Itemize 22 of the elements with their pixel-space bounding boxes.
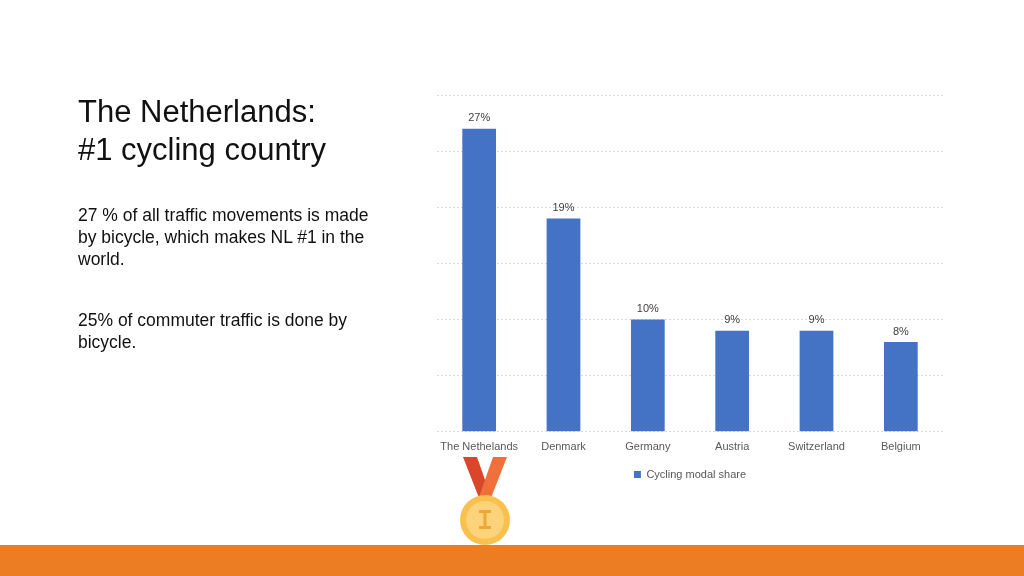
data-label: 19%: [552, 201, 575, 214]
bar: [630, 319, 665, 432]
data-label: 27%: [468, 111, 491, 124]
bar: [462, 128, 497, 432]
data-label: 9%: [808, 313, 825, 326]
data-label: 8%: [892, 324, 909, 337]
x-tick-label: The Nethelands: [440, 440, 519, 453]
data-label: 9%: [724, 313, 741, 326]
text: 27 % of all traffic movements is made by bicycle, which makes NL #1 in the world.: [78, 204, 370, 270]
bar: [715, 330, 750, 432]
bar: [799, 330, 834, 432]
x-tick-label: Denmark: [541, 440, 587, 453]
x-tick-label: Austria: [715, 440, 751, 453]
x-tick-label: Belgium: [880, 440, 921, 453]
bar: [883, 341, 918, 432]
x-tick-label: Switzerland: [788, 440, 845, 453]
x-tick-label: Germany: [625, 440, 671, 453]
legend-label: Cycling modal share: [646, 467, 747, 480]
text: The Netherlands: #1 cycling country: [78, 93, 328, 169]
data-label: 10%: [636, 302, 660, 315]
bar: [546, 218, 581, 432]
text: 25% of commuter traffic is done by bicycle.: [78, 309, 349, 353]
